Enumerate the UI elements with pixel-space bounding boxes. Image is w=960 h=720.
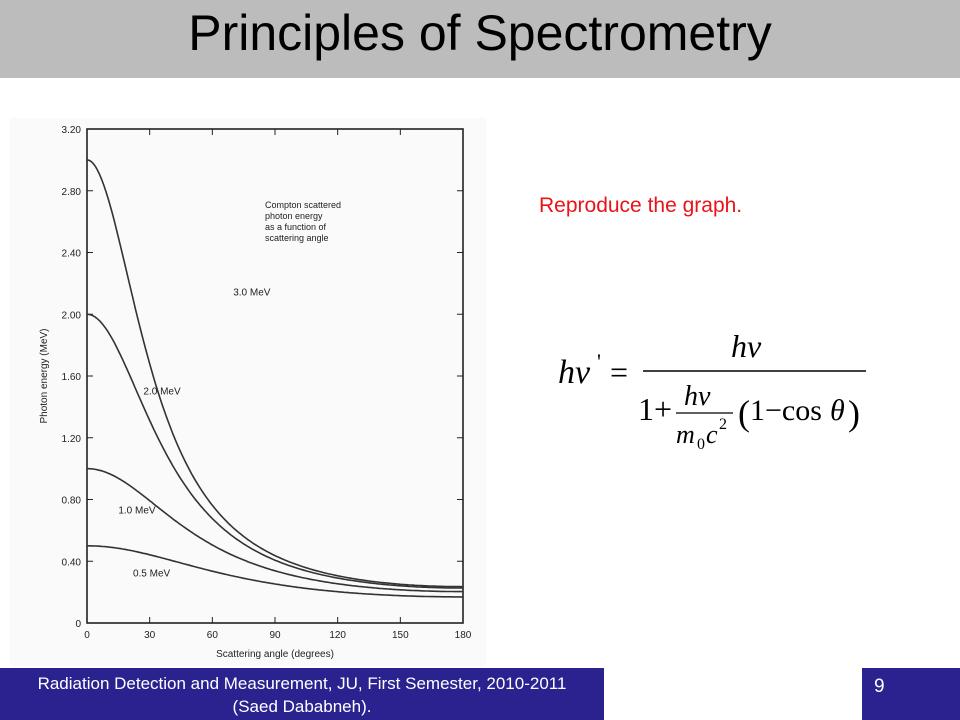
svg-text:(: ( — [738, 393, 750, 433]
instruction-text: Reproduce the graph. — [539, 194, 743, 217]
formula-lhs: hν — [558, 354, 591, 391]
y-tick-label-2: 0.80 — [62, 496, 82, 507]
y-tick-label-7: 2.80 — [62, 187, 82, 198]
annotation-line-2: as a function of — [265, 222, 327, 232]
series-line-2-0-MeV — [86, 313, 463, 589]
y-tick-label-6: 2.40 — [62, 249, 82, 260]
compton-chart: 0 0.40 0.80 1.20 1.60 2.00 2.40 2.80 3.20 0 30 60 90… — [10, 118, 486, 666]
formula-equals: = — [610, 354, 628, 390]
footer: Radiation Detection and Measurement, JU,… — [0, 668, 604, 720]
x-tick-label-3: 90 — [269, 630, 281, 641]
formula-cos: 1−cos — [750, 394, 822, 427]
y-tick-label-8: 3.20 — [62, 125, 82, 136]
title-bar — [0, 0, 960, 78]
x-axis-label: Scattering angle (degrees) — [216, 649, 334, 660]
series-line-0-5-MeV — [87, 545, 463, 598]
y-tick-label-3: 1.20 — [62, 434, 82, 445]
x-tick-label-2: 60 — [207, 630, 219, 641]
formula-one: 1+ — [638, 391, 672, 427]
footer-line-2: (Saed Dababneh). — [232, 697, 372, 716]
x-tick-label-6: 180 — [455, 630, 472, 641]
series-label-3: 0.5 MeV — [133, 569, 171, 580]
formula-inner-den: m — [676, 420, 695, 449]
formula-sub-zero: 0 — [697, 436, 705, 453]
svg-text:c: c — [706, 420, 718, 449]
y-tick-label-5: 2.00 — [62, 310, 82, 321]
annotation-line-0: Compton scattered — [265, 200, 341, 210]
y-tick-label-1: 0.40 — [62, 557, 82, 568]
series-label-1: 2.0 MeV — [143, 387, 181, 398]
formula-inner-num: hν — [684, 381, 711, 412]
formula-numerator: hν — [731, 328, 762, 364]
x-tick-label-4: 120 — [329, 630, 346, 641]
annotation-line-1: photon energy — [265, 211, 323, 221]
series-line-1-0-MeV — [86, 467, 463, 593]
y-tick-label-4: 1.60 — [62, 372, 82, 383]
footer-line-1: Radiation Detection and Measurement, JU,… — [37, 674, 567, 693]
svg-text:θ: θ — [830, 394, 845, 427]
footer-page-box — [862, 668, 960, 720]
svg-text:): ) — [848, 393, 860, 433]
series-label-0: 3.0 MeV — [233, 288, 271, 299]
page-number: 9 — [874, 676, 885, 697]
y-tick-label-0: 0 — [75, 619, 81, 630]
x-tick-label-1: 30 — [144, 630, 156, 641]
series-label-2: 1.0 MeV — [118, 505, 156, 516]
slide-title: Principles of Spectrometry — [188, 5, 772, 61]
compton-formula: hν ' = hν 1+ hν m 0 c 2 ( 1−cos θ ) — [548, 325, 878, 460]
x-tick-label-5: 150 — [392, 630, 409, 641]
series-line-3-0-MeV — [86, 159, 463, 588]
chart-svg: 0 0.40 0.80 1.20 1.60 2.00 2.40 2.80 3.20 0 30 60 90… — [10, 118, 486, 666]
y-axis-label: Photon energy (MeV) — [39, 328, 50, 423]
annotation-line-3: scattering angle — [265, 233, 329, 243]
formula-prime: ' — [597, 349, 601, 374]
svg-text:2: 2 — [719, 416, 727, 433]
x-tick-label-0: 0 — [84, 630, 90, 641]
chart-background — [10, 118, 486, 666]
